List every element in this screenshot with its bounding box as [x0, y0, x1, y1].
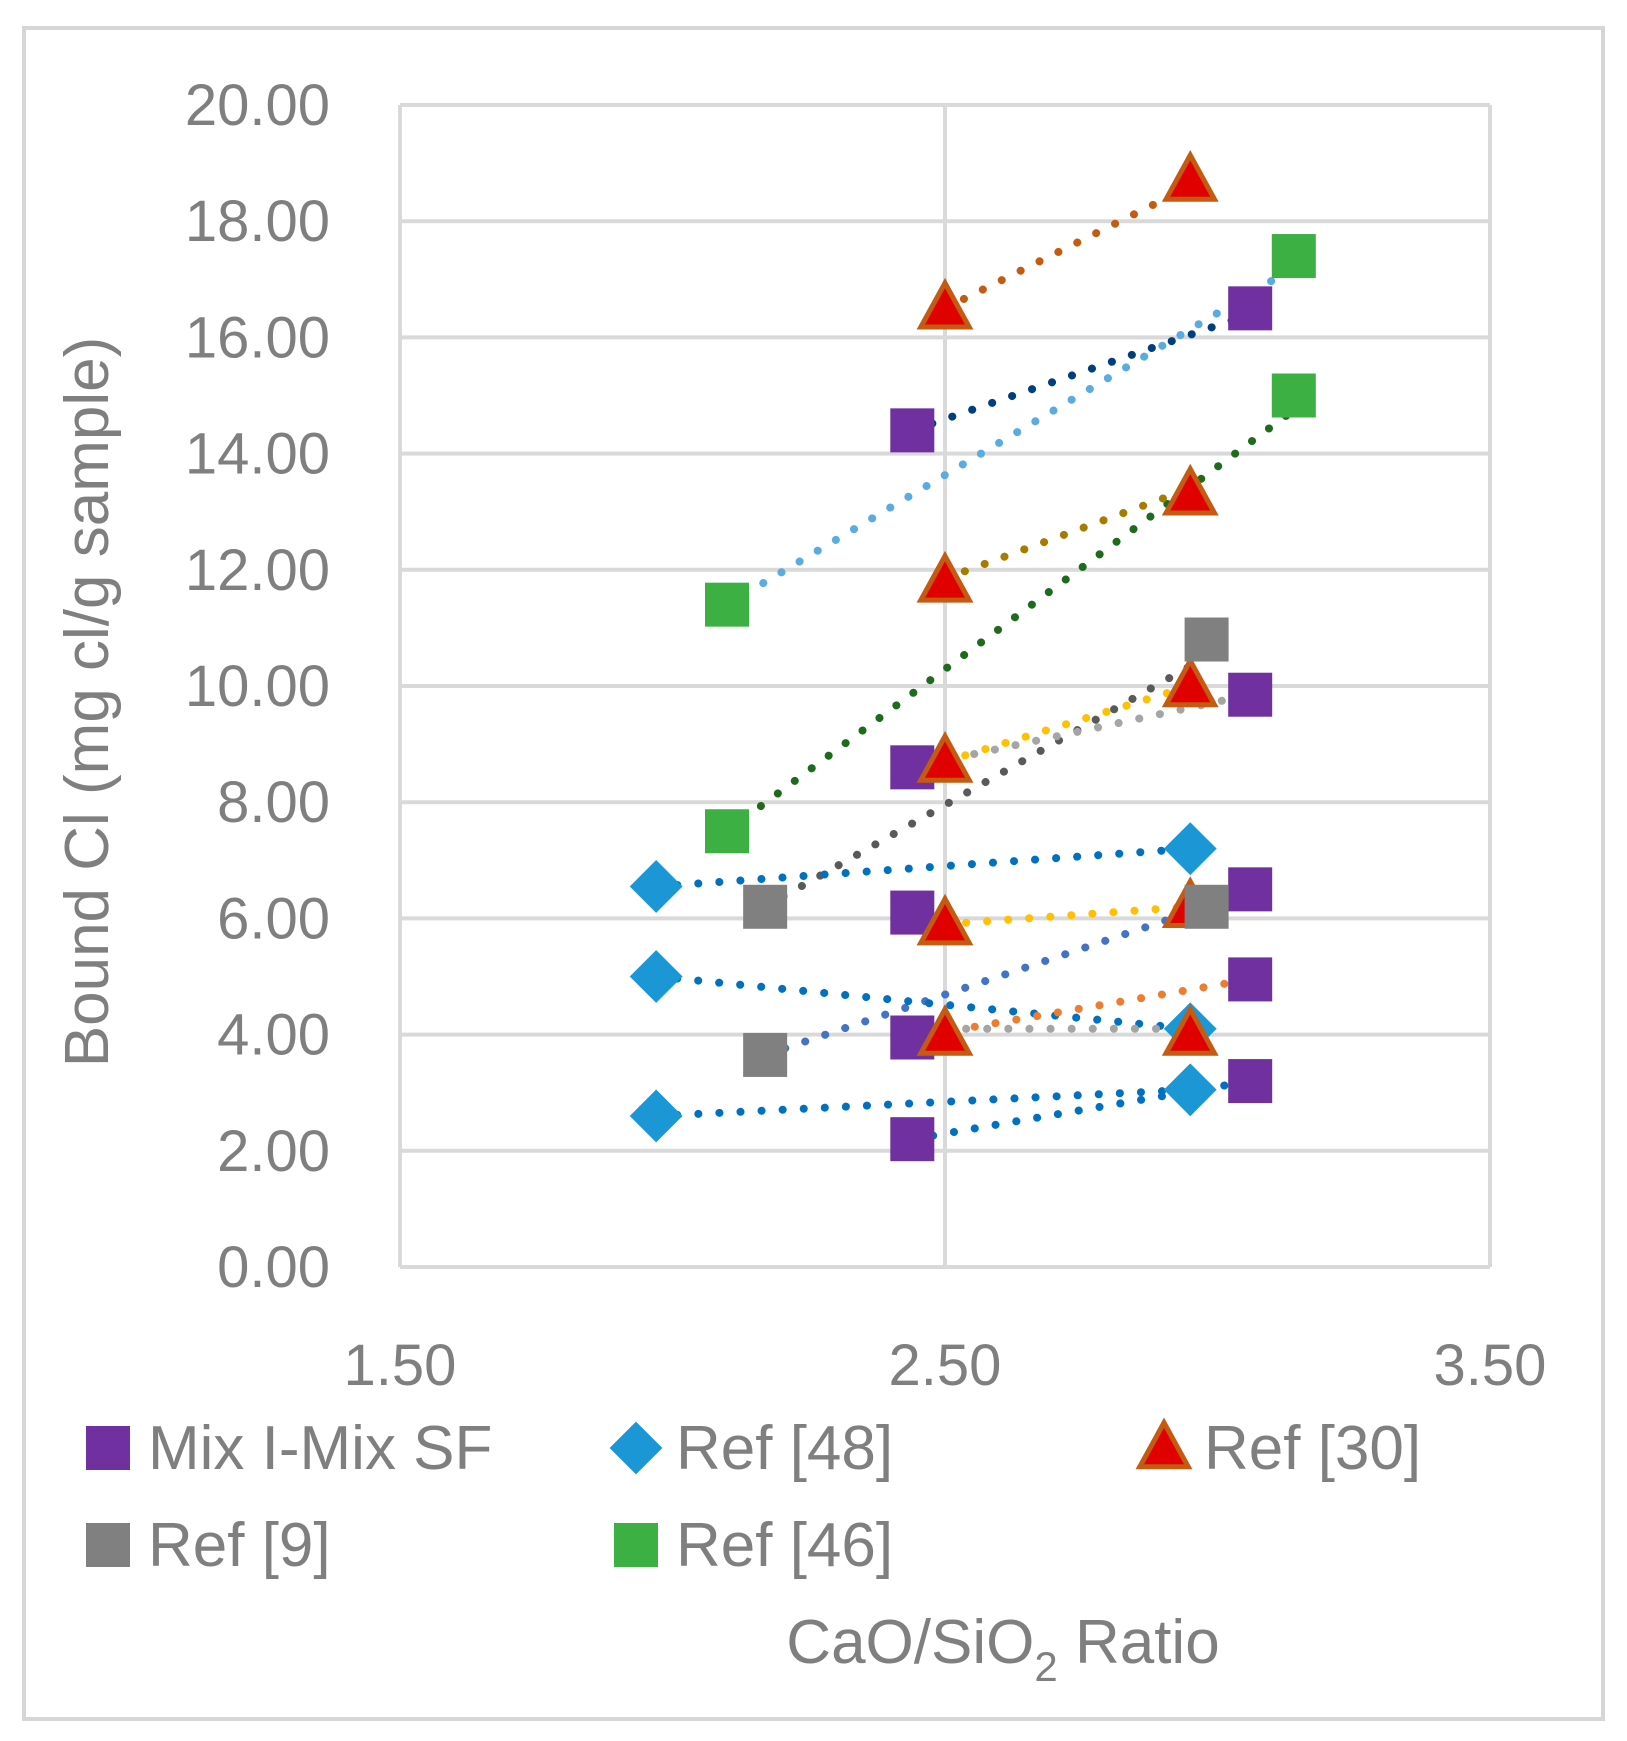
x-tick-label: 1.50 [344, 1333, 457, 1398]
y-tick-label: 20.00 [185, 73, 330, 138]
legend-marker [609, 1421, 663, 1475]
trendline [908, 975, 1255, 1042]
legend-label: Ref [48] [676, 1414, 893, 1483]
point-ref-9 [743, 1032, 788, 1077]
x-tick-label: 3.50 [1434, 1333, 1547, 1398]
trendline [652, 844, 1195, 891]
point-mix-i-mix-sf [1228, 672, 1273, 717]
point-ref-46 [705, 809, 749, 854]
axes [398, 105, 1490, 1269]
trendline [941, 682, 1195, 766]
y-tick-label: 8.00 [217, 770, 330, 835]
point-ref-48 [629, 860, 683, 913]
tick-labels: 0.00 2.00 4.00 6.00 8.00 10.00 12.00 14.00 16.00… [185, 73, 1547, 1398]
trendline [941, 182, 1195, 313]
x-axis-title-subscript: 2 [1034, 1643, 1057, 1690]
legend-entry: Ref [9] [86, 1511, 331, 1580]
y-tick-label: 12.00 [185, 538, 330, 603]
y-tick-label: 18.00 [185, 189, 330, 254]
y-tick-label: 16.00 [185, 305, 330, 370]
point-mix-i-mix-sf [1228, 957, 1273, 1002]
point-ref-30 [1161, 655, 1219, 708]
trendline [908, 690, 1255, 772]
point-ref-30 [1161, 150, 1219, 202]
point-mix-i-mix-sf [1228, 867, 1273, 912]
point-ref-48 [629, 950, 683, 1003]
legend-label: Mix I-Mix SF [148, 1414, 492, 1483]
point-ref-30 [916, 550, 974, 603]
point-ref-9 [743, 884, 788, 929]
legend-label: Ref [30] [1204, 1414, 1421, 1483]
legend-entry: Ref [46] [614, 1511, 893, 1580]
x-axis-title: CaO/SiO2 Ratio [786, 1608, 1219, 1690]
y-tick-label: 10.00 [185, 654, 330, 719]
legend-marker [1135, 1417, 1193, 1470]
y-tick-label: 6.00 [217, 886, 330, 951]
gridlines [400, 103, 1492, 1267]
point-ref-30 [916, 731, 974, 783]
legend: Mix I-Mix SF Ref [48] Ref [30] Ref [9] Ref [… [86, 1414, 1421, 1580]
y-tick-label: 14.00 [185, 422, 330, 487]
point-ref-9 [1184, 884, 1229, 929]
legend-label: Ref [46] [676, 1511, 893, 1580]
chart-frame [22, 26, 1605, 1721]
legend-label: Ref [9] [148, 1511, 331, 1580]
trendline [652, 1085, 1195, 1120]
trendline [723, 406, 1298, 836]
trendline [908, 1077, 1255, 1144]
legend-marker [86, 1523, 130, 1567]
y-tick-label: 4.00 [217, 1003, 330, 1068]
point-ref-46 [705, 582, 749, 627]
data-markers [629, 150, 1316, 1162]
point-mix-i-mix-sf [890, 408, 935, 453]
trendline [723, 263, 1298, 609]
point-ref-48 [1163, 1063, 1217, 1117]
point-ref-30 [1161, 1004, 1219, 1056]
legend-entry: Ref [48] [609, 1414, 893, 1483]
point-mix-i-mix-sf [1228, 1059, 1273, 1104]
trendline [761, 652, 1211, 911]
point-ref-46 [1271, 234, 1316, 279]
point-ref-48 [1163, 822, 1217, 876]
legend-entry: Ref [30] [1135, 1414, 1421, 1483]
point-ref-30 [1161, 463, 1219, 516]
trendlines [652, 182, 1298, 1144]
legend-marker [614, 1523, 658, 1567]
x-tick-label: 2.50 [889, 1333, 1002, 1398]
point-ref-46 [1271, 373, 1316, 418]
point-ref-30 [916, 1004, 974, 1056]
trendline [941, 484, 1195, 583]
point-mix-i-mix-sf [890, 1117, 935, 1162]
x-axis-title-main: CaO/SiO [786, 1608, 1034, 1677]
point-ref-30 [916, 893, 974, 946]
x-axis-title-tail: Ratio [1058, 1608, 1220, 1677]
point-mix-i-mix-sf [1228, 286, 1273, 331]
trendline [941, 902, 1195, 929]
y-axis-title: Bound Cl (mg cl/g sample) [53, 337, 122, 1068]
y-tick-label: 2.00 [217, 1119, 330, 1184]
point-ref-48 [629, 1089, 683, 1143]
trendline [908, 310, 1255, 435]
legend-marker [86, 1426, 130, 1470]
point-ref-9 [1184, 617, 1229, 662]
trendline [761, 902, 1211, 1059]
legend-entry: Mix I-Mix SF [86, 1414, 492, 1483]
point-ref-30 [916, 277, 974, 330]
y-tick-label: 0.00 [217, 1235, 330, 1300]
